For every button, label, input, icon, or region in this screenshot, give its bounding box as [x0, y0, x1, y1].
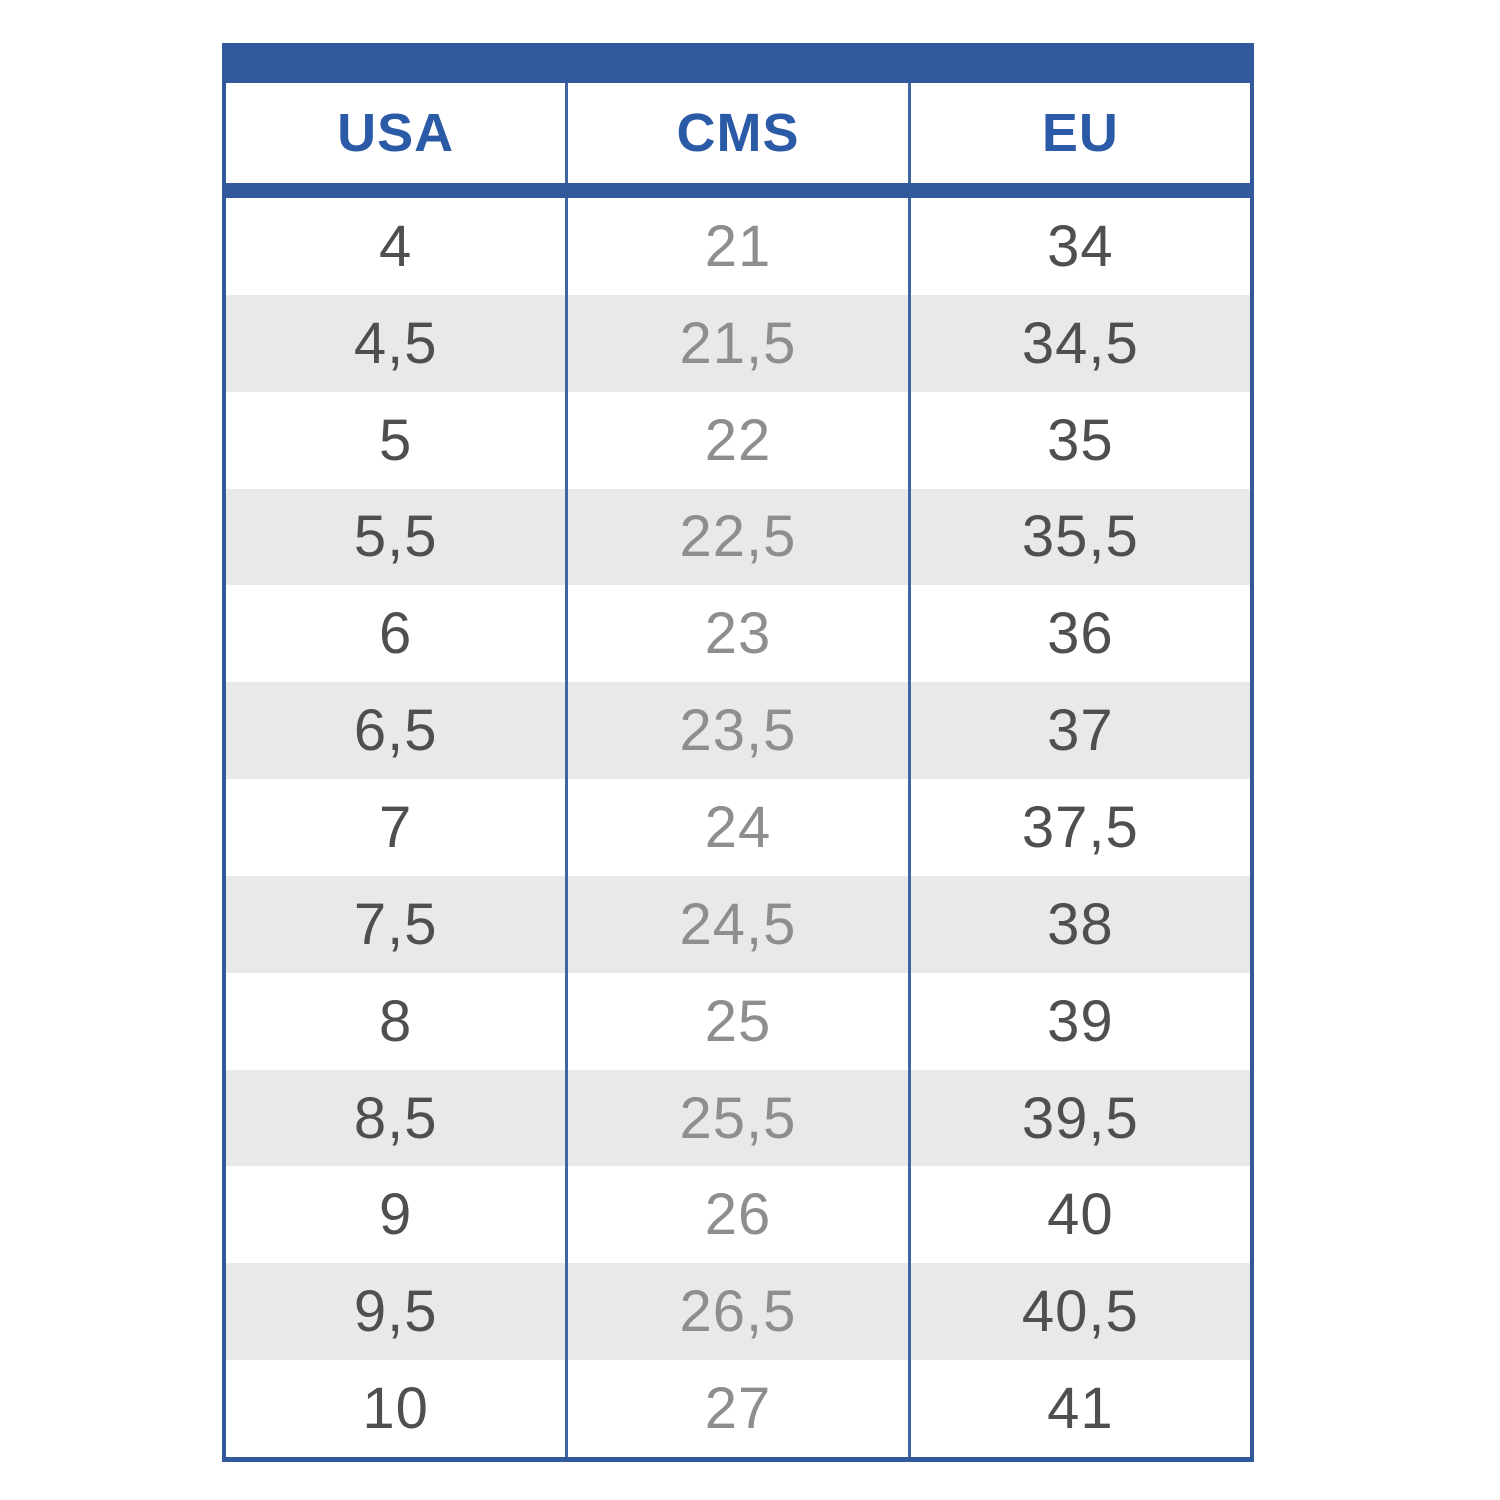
cell-cms: 27 [565, 1360, 907, 1457]
table-row: 5 22 35 [226, 391, 1250, 489]
table-top-bar [226, 43, 1250, 83]
header-separator-bar [226, 183, 1250, 198]
cell-cms: 25 [565, 972, 907, 1070]
cell-usa: 4 [379, 213, 413, 279]
cell-usa: 5,5 [353, 504, 438, 570]
cell-eu: 39,5 [907, 1069, 1250, 1167]
cell-eu: 39 [907, 972, 1250, 1070]
table-row: 10 27 41 [226, 1360, 1250, 1457]
header-cell-eu: EU [907, 83, 1250, 183]
table-row: 6,5 23,5 37 [226, 682, 1250, 780]
cell-cms: 24 [565, 779, 907, 876]
cell-eu: 35,5 [907, 488, 1250, 586]
cell-eu: 34,5 [907, 294, 1250, 392]
cell-eu: 38 [907, 875, 1250, 973]
cell-eu: 36 [907, 585, 1250, 683]
table-row: 8 25 39 [226, 972, 1250, 1070]
cell-cms: 25,5 [565, 1069, 907, 1167]
cell-eu: 34 [907, 198, 1250, 295]
cell-cms: 22 [565, 391, 907, 489]
table-row: 7 24 37,5 [226, 779, 1250, 876]
cell-cms: 24,5 [565, 875, 907, 973]
header-cell-usa: USA [337, 103, 455, 163]
cell-cms: 26,5 [565, 1263, 907, 1361]
cell-usa: 8,5 [353, 1085, 438, 1151]
table-row: 9,5 26,5 40,5 [226, 1263, 1250, 1361]
size-conversion-table: USA CMS EU 4 21 34 4,5 21,5 34,5 5 22 35… [222, 43, 1254, 1462]
table-row: 4 21 34 [226, 198, 1250, 295]
cell-cms: 23 [565, 585, 907, 683]
table-row: 6 23 36 [226, 585, 1250, 683]
cell-cms: 21,5 [565, 294, 907, 392]
cell-eu: 40,5 [907, 1263, 1250, 1361]
cell-cms: 23,5 [565, 682, 907, 780]
cell-eu: 35 [907, 391, 1250, 489]
cell-eu: 40 [907, 1166, 1250, 1264]
cell-eu: 37 [907, 682, 1250, 780]
table-header-row: USA CMS EU [226, 83, 1250, 183]
cell-usa: 7 [379, 794, 413, 860]
cell-cms: 26 [565, 1166, 907, 1264]
cell-usa: 6 [379, 601, 413, 667]
cell-usa: 9 [379, 1182, 413, 1248]
cell-usa: 8 [379, 988, 413, 1054]
table-row: 8,5 25,5 39,5 [226, 1069, 1250, 1167]
table-row: 7,5 24,5 38 [226, 875, 1250, 973]
table-row: 5,5 22,5 35,5 [226, 488, 1250, 586]
cell-cms: 22,5 [565, 488, 907, 586]
cell-eu: 41 [907, 1360, 1250, 1457]
cell-usa: 4,5 [353, 310, 438, 376]
table-body: 4 21 34 4,5 21,5 34,5 5 22 35 5,5 22,5 3… [226, 198, 1250, 1457]
table-row: 9 26 40 [226, 1166, 1250, 1264]
cell-eu: 37,5 [907, 779, 1250, 876]
cell-usa: 9,5 [353, 1279, 438, 1345]
table-row: 4,5 21,5 34,5 [226, 294, 1250, 392]
cell-usa: 5 [379, 407, 413, 473]
cell-usa: 7,5 [353, 891, 438, 957]
cell-usa: 10 [362, 1376, 429, 1442]
header-cell-cms: CMS [565, 83, 907, 183]
cell-usa: 6,5 [353, 698, 438, 764]
cell-cms: 21 [565, 198, 907, 295]
